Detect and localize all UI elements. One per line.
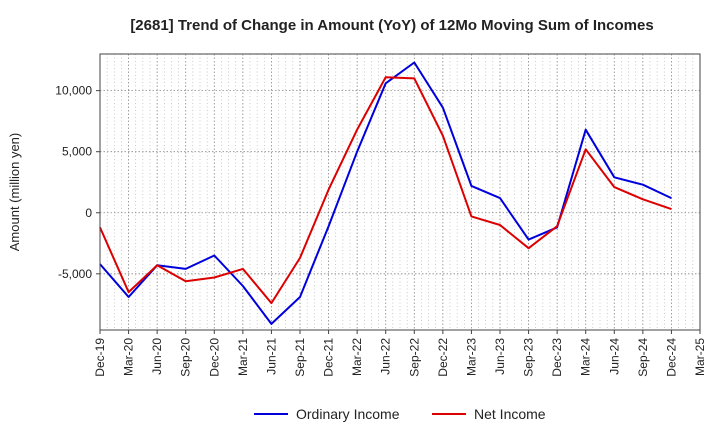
x-tick-label: Sep-24 xyxy=(636,338,650,377)
x-tick-label: Sep-22 xyxy=(407,338,421,377)
y-ticks: -5,000 0 5,000 10,000 xyxy=(55,84,100,281)
x-tick-label: Mar-23 xyxy=(464,338,478,376)
x-tick-label: Jun-20 xyxy=(150,338,164,375)
series-line-ordinary-income xyxy=(99,61,672,325)
plot-frame xyxy=(99,53,701,331)
x-tick-label: Dec-22 xyxy=(436,338,450,377)
x-tick-label: Dec-19 xyxy=(93,338,107,377)
y-tick-label: -5,000 xyxy=(58,267,92,281)
x-tick-label: Dec-21 xyxy=(322,338,336,377)
x-tick-label: Mar-22 xyxy=(350,338,364,376)
x-tick-label: Sep-20 xyxy=(179,338,193,377)
x-tick-label: Sep-21 xyxy=(293,338,307,377)
y-tick-label: 0 xyxy=(85,206,92,220)
legend: Ordinary Income Net Income xyxy=(254,406,546,422)
x-tick-label: Jun-24 xyxy=(607,338,621,375)
y-axis-label: Amount (million yen) xyxy=(7,133,22,252)
y-axis-label-group: Amount (million yen) xyxy=(7,133,22,252)
x-tick-label: Mar-20 xyxy=(122,338,136,376)
y-tick-label: 10,000 xyxy=(55,84,92,98)
chart-title: [2681] Trend of Change in Amount (YoY) o… xyxy=(130,17,653,34)
plot-series xyxy=(99,61,672,325)
legend-label: Ordinary Income xyxy=(296,406,400,422)
x-tick-label: Sep-23 xyxy=(522,338,536,377)
x-tick-label: Dec-24 xyxy=(664,338,678,377)
x-tick-label: Dec-20 xyxy=(207,338,221,377)
x-tick-label: Dec-23 xyxy=(550,338,564,377)
x-tick-label: Jun-22 xyxy=(379,338,393,375)
grid-lines xyxy=(99,54,701,330)
y-tick-label: 5,000 xyxy=(62,145,92,159)
x-tick-label: Jun-21 xyxy=(264,338,278,375)
x-tick-label: Jun-23 xyxy=(493,338,507,375)
legend-label: Net Income xyxy=(474,406,546,422)
x-tick-label: Mar-25 xyxy=(693,338,707,376)
x-ticks: Dec-19 Mar-20 Jun-20 Sep-20 Dec-20 Mar-21 Jun-… xyxy=(93,330,707,377)
series-line-net-income xyxy=(99,76,672,305)
x-tick-label: Mar-24 xyxy=(579,338,593,376)
x-tick-label: Mar-21 xyxy=(236,338,250,376)
